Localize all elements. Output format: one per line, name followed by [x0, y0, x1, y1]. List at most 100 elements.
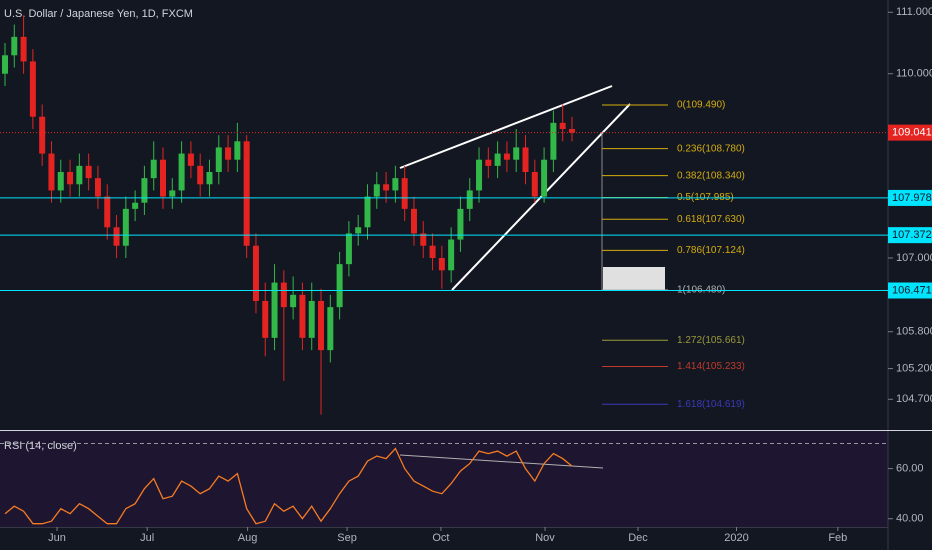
- candle-body: [2, 55, 8, 74]
- candle-body: [76, 165, 83, 185]
- candle-body: [494, 153, 501, 166]
- rsi-trendline: [399, 454, 604, 469]
- x-tick-label: Nov: [535, 532, 555, 544]
- candle-body: [290, 294, 297, 308]
- candle-body: [531, 172, 538, 197]
- y-tick-label: 111.000: [896, 6, 932, 18]
- candle-body: [568, 129, 575, 133]
- candle-body: [169, 190, 176, 197]
- candle-body: [132, 202, 139, 209]
- candle-body: [513, 147, 520, 160]
- price-label: 106.471: [892, 284, 932, 296]
- candle-body: [48, 153, 55, 191]
- candle-body: [457, 208, 464, 240]
- candle-body: [160, 159, 167, 197]
- y-tick-label: 107.000: [896, 252, 932, 264]
- price-label: 107.978: [892, 192, 932, 204]
- price-label-box: [888, 189, 932, 206]
- last-price-label: 109.041: [892, 127, 932, 139]
- price-label: 107.372: [892, 229, 932, 241]
- candle-body: [11, 36, 18, 56]
- y-tick-label: 105.800: [896, 326, 932, 338]
- wedge-upper-trendline: [399, 85, 613, 169]
- candle-body: [476, 159, 483, 191]
- candle-body: [550, 122, 557, 160]
- candle-body: [345, 233, 352, 265]
- candle-body: [141, 178, 148, 203]
- candle-body: [308, 301, 315, 338]
- candle-body: [383, 184, 390, 191]
- fib-label: 0.618(107.630): [677, 214, 745, 225]
- candle-body: [215, 147, 222, 172]
- x-tick-label: Oct: [432, 532, 449, 544]
- candle-body: [401, 178, 408, 209]
- x-tick-label: Jul: [140, 532, 154, 544]
- candle-body: [206, 172, 213, 185]
- x-tick-label: Sep: [337, 532, 357, 544]
- candle-body: [559, 122, 566, 129]
- candle-body: [234, 141, 241, 160]
- y-tick-label: 105.200: [896, 362, 932, 374]
- candle-body: [150, 159, 157, 179]
- candle-body: [94, 178, 101, 197]
- last-price-box: [888, 124, 932, 141]
- wedge-lower-trendline: [451, 103, 631, 291]
- candle-body: [104, 196, 111, 228]
- candle-body: [122, 208, 129, 246]
- candle-body: [318, 301, 325, 351]
- candle-body: [299, 294, 306, 338]
- y-tick-label: 60.00: [896, 463, 924, 475]
- candle-body: [466, 190, 473, 209]
- candle-body: [355, 227, 362, 234]
- fib-box: [603, 267, 665, 291]
- candle-body: [271, 282, 278, 338]
- candle-body: [503, 153, 510, 160]
- candle-body: [20, 36, 27, 62]
- candle-body: [29, 61, 36, 117]
- candle-body: [438, 258, 445, 271]
- candle-body: [392, 178, 399, 191]
- candle-body: [85, 165, 92, 179]
- candle-body: [373, 184, 380, 197]
- candle-body: [197, 165, 204, 185]
- candle-body: [485, 159, 492, 166]
- candle-body: [420, 233, 427, 246]
- price-label-box: [888, 282, 932, 299]
- fib-label: 0(109.490): [677, 100, 725, 111]
- candle-body: [522, 147, 529, 172]
- fib-label: 1.414(105.233): [677, 361, 745, 372]
- x-tick-label: Aug: [238, 532, 258, 544]
- rsi-title: RSI (14, close): [4, 440, 77, 452]
- candle-body: [364, 196, 371, 228]
- price-label-box: [888, 227, 932, 244]
- x-tick-label: Jun: [48, 532, 66, 544]
- x-tick-label: Feb: [828, 532, 847, 544]
- candle-body: [187, 153, 194, 166]
- candle-body: [67, 172, 74, 185]
- candle-body: [448, 239, 455, 271]
- candle-body: [262, 301, 269, 338]
- candle-body: [57, 172, 64, 191]
- fib-label: 0.382(108.340): [677, 170, 745, 181]
- rsi-line: [4, 447, 573, 525]
- candle-body: [225, 147, 232, 160]
- candle-body: [541, 159, 548, 197]
- y-tick-label: 104.700: [896, 393, 932, 405]
- candle-body: [178, 153, 185, 191]
- fib-label: 1.618(104.619): [677, 399, 745, 410]
- candle-body: [243, 141, 250, 246]
- y-tick-label: 40.00: [896, 513, 924, 525]
- chart-title: U.S. Dollar / Japanese Yen, 1D, FXCM: [4, 8, 193, 20]
- candle-body: [336, 264, 343, 308]
- candle-body: [280, 282, 287, 308]
- x-tick-label: Dec: [628, 532, 648, 544]
- x-tick-label: 2020: [724, 532, 748, 544]
- candle-body: [39, 116, 46, 154]
- y-tick-label: 110.000: [896, 68, 932, 80]
- candle-body: [327, 307, 334, 351]
- rsi-pane: [0, 431, 888, 527]
- candle-body: [429, 245, 436, 258]
- candle-body: [113, 227, 120, 246]
